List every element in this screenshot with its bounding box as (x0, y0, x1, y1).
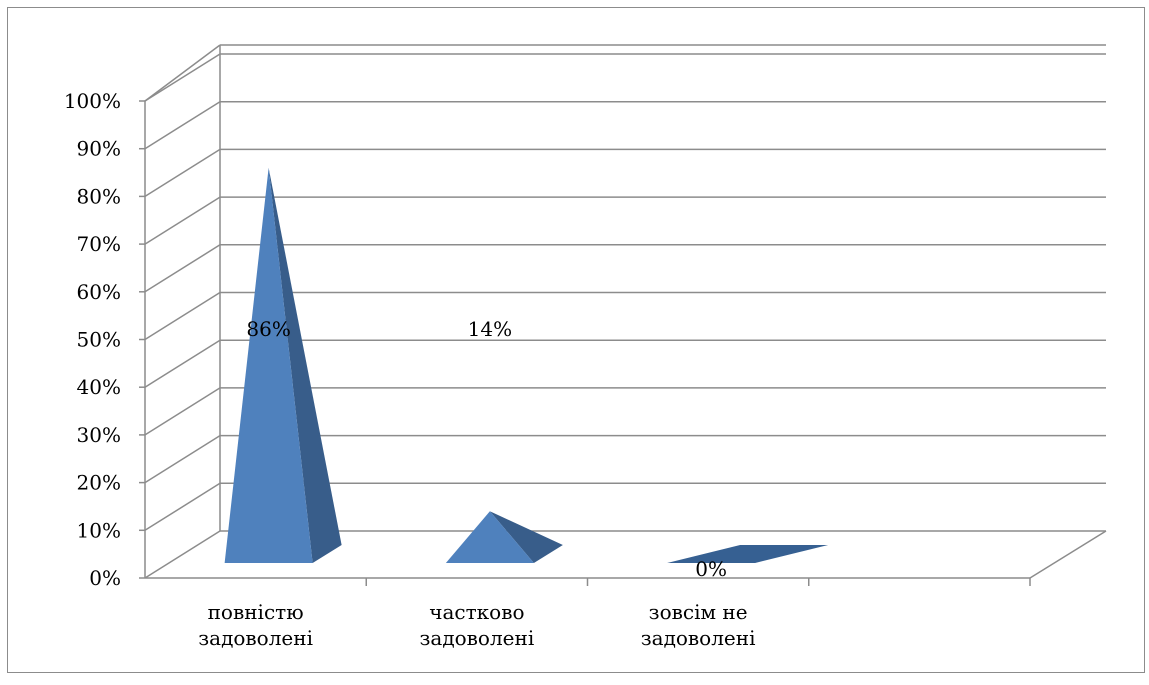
y-tick-label: 70% (77, 232, 121, 256)
pyramid-side-face (489, 511, 563, 563)
gridline-side (144, 291, 221, 341)
y-tick-label: 100% (64, 89, 121, 113)
y-tick-label: 10% (77, 518, 121, 542)
gridline-side (144, 530, 221, 579)
gridline-side (144, 339, 221, 388)
y-tick-label: 30% (77, 423, 121, 447)
y-tick-label: 50% (77, 328, 121, 352)
pyramid-chart: 0% 10% 20% 30% 40% 50% 60% 70% 80% 90% 100% 86% повн… (64, 44, 1107, 650)
y-tick-label: 0% (89, 566, 121, 590)
y-tick-label: 40% (77, 375, 121, 399)
pyramid-side-face (268, 167, 342, 563)
gridline-side (144, 244, 221, 293)
pyramid-front-face (224, 167, 313, 563)
y-tick-label: 90% (77, 137, 121, 161)
gridline-side (144, 44, 221, 102)
gridline-side (144, 101, 221, 150)
gridline-side (144, 387, 221, 436)
category-label: задоволені (198, 626, 313, 650)
data-label: 14% (468, 317, 512, 341)
gridline-side (144, 482, 221, 531)
category-label: частково (429, 600, 524, 624)
category-label: задоволені (641, 626, 756, 650)
pyramid-front-face (445, 511, 534, 563)
gridline-side (144, 434, 221, 484)
data-label: 86% (246, 317, 290, 341)
floor-edge (1029, 530, 1107, 579)
gridline-side (144, 196, 221, 245)
category-label: зовсім не (649, 600, 748, 624)
data-label: 0% (695, 557, 727, 581)
gridline-side (144, 53, 221, 102)
chart-frame: 0% 10% 20% 30% 40% 50% 60% 70% 80% 90% 100% 86% повн… (7, 7, 1145, 673)
gridline-side (144, 148, 221, 198)
pyramid-flat-base (667, 545, 829, 563)
y-tick-label: 60% (77, 280, 121, 304)
category-label: повністю (208, 600, 304, 624)
y-tick-label: 20% (77, 471, 121, 495)
y-tick-label: 80% (77, 184, 121, 208)
category-label: задоволені (419, 626, 534, 650)
